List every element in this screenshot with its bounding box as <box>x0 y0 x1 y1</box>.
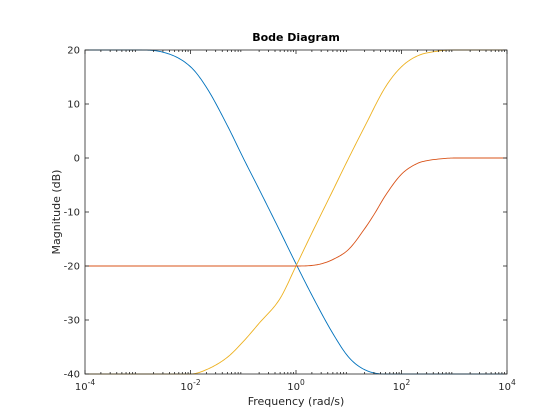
y-tick-label: -10 <box>64 208 80 219</box>
y-tick-label: 20 <box>67 46 80 57</box>
series-line-3 <box>85 157 507 267</box>
x-tick-label: 104 <box>498 378 516 393</box>
y-tick-label: 10 <box>67 100 80 111</box>
x-tick-label: 100 <box>287 378 305 393</box>
y-tick-label: -40 <box>64 370 80 381</box>
y-tick-label: -20 <box>64 262 80 273</box>
y-tick-label: 0 <box>74 154 80 165</box>
y-tick-label: -30 <box>64 316 80 327</box>
x-axis-label: Frequency (rad/s) <box>248 395 345 408</box>
plot-area <box>85 50 507 374</box>
plot-frame <box>84 49 508 375</box>
x-tick-label: 10-2 <box>180 378 200 393</box>
x-tick-label: 102 <box>393 378 411 393</box>
y-axis-label: Magnitude (dB) <box>50 170 63 255</box>
x-tick-label: 10-4 <box>75 378 95 393</box>
chart-title: Bode Diagram <box>252 31 340 44</box>
